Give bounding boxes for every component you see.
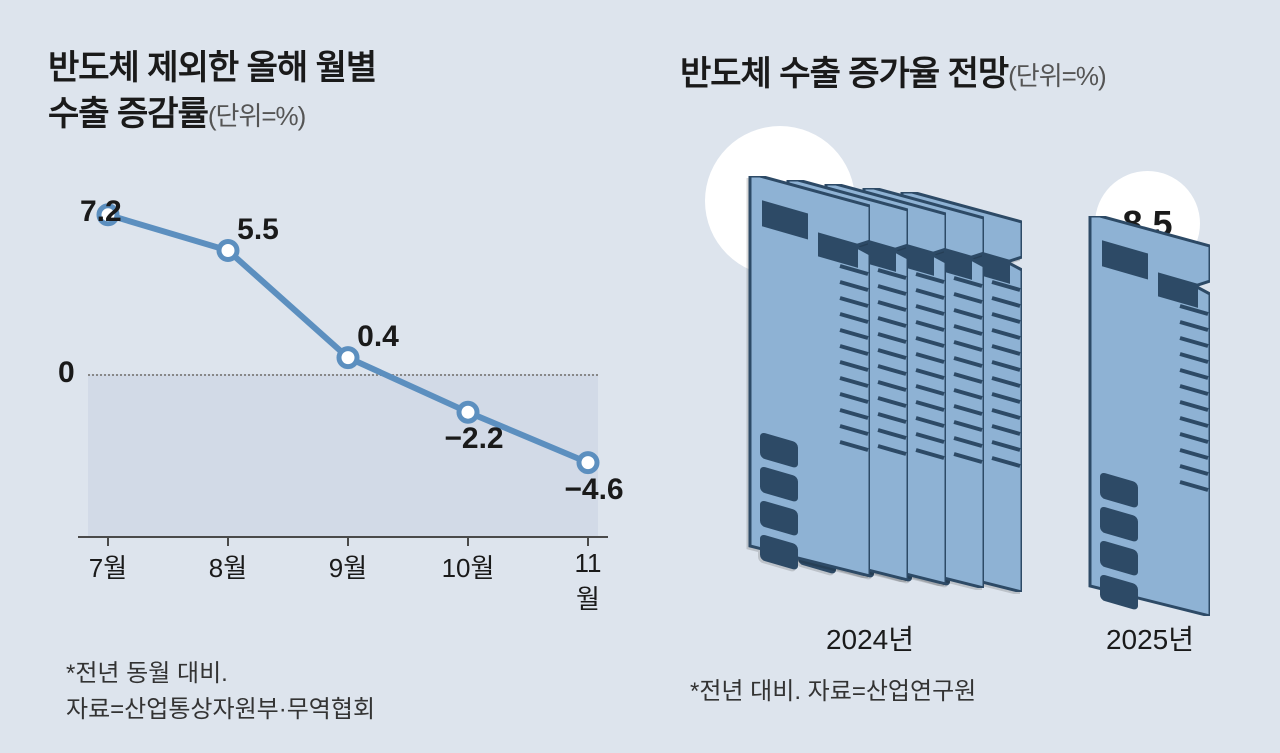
left-title: 반도체 제외한 올해 월별 수출 증감률(단위=%) bbox=[48, 46, 648, 138]
right-unit: (단위=%) bbox=[1008, 61, 1105, 91]
right-panel: 반도체 수출 증가율 전망(단위=%) 42 2024년 8.5 2025년 *… bbox=[680, 46, 1260, 706]
data-point bbox=[579, 454, 597, 472]
data-point bbox=[339, 349, 357, 367]
x-tick-mark bbox=[467, 536, 469, 546]
chip-stack-2024 bbox=[740, 176, 1060, 606]
line-svg bbox=[48, 156, 618, 586]
x-tick-label: 10월 bbox=[442, 548, 495, 585]
right-title-wrap: 반도체 수출 증가율 전망(단위=%) bbox=[680, 46, 1260, 95]
left-title-line2: 수출 증감률 bbox=[48, 95, 208, 133]
line-chart: 0 7월8월9월10월11월 7.25.50.4−2.2−4.6 bbox=[48, 156, 618, 586]
x-tick-label: 9월 bbox=[329, 548, 367, 585]
year-2025: 2025년 bbox=[1106, 618, 1194, 658]
chip-stack-2025 bbox=[1080, 216, 1240, 616]
data-point bbox=[219, 242, 237, 260]
left-footnote: *전년 동월 대비. 자료=산업통상자원부·무역협회 bbox=[66, 656, 375, 728]
right-title: 반도체 수출 증가율 전망 bbox=[680, 55, 1008, 93]
data-point bbox=[459, 403, 477, 421]
left-footnote-line2: 자료=산업통상자원부·무역협회 bbox=[66, 696, 375, 723]
left-unit: (단위=%) bbox=[208, 101, 305, 131]
left-panel: 반도체 제외한 올해 월별 수출 증감률(단위=%) 0 7월8월9월10월11… bbox=[48, 46, 648, 706]
value-label: −2.2 bbox=[444, 422, 503, 456]
x-tick-label: 8월 bbox=[209, 548, 247, 585]
x-tick-mark bbox=[587, 536, 589, 546]
memory-chip-icon bbox=[1080, 216, 1210, 616]
value-label: 5.5 bbox=[237, 213, 279, 247]
left-footnote-line1: *전년 동월 대비. bbox=[66, 660, 228, 687]
left-title-line1: 반도체 제외한 올해 월별 bbox=[48, 49, 376, 87]
x-tick-label: 11월 bbox=[573, 548, 603, 616]
value-label: 0.4 bbox=[357, 320, 399, 354]
value-label: 7.2 bbox=[80, 195, 122, 229]
x-tick-mark bbox=[107, 536, 109, 546]
value-label: −4.6 bbox=[564, 473, 623, 507]
x-tick-mark bbox=[347, 536, 349, 546]
x-tick-label: 7월 bbox=[89, 548, 127, 585]
memory-chip-icon bbox=[740, 176, 870, 576]
x-tick-mark bbox=[227, 536, 229, 546]
year-2024: 2024년 bbox=[826, 618, 914, 658]
right-footnote: *전년 대비. 자료=산업연구원 bbox=[690, 671, 976, 706]
